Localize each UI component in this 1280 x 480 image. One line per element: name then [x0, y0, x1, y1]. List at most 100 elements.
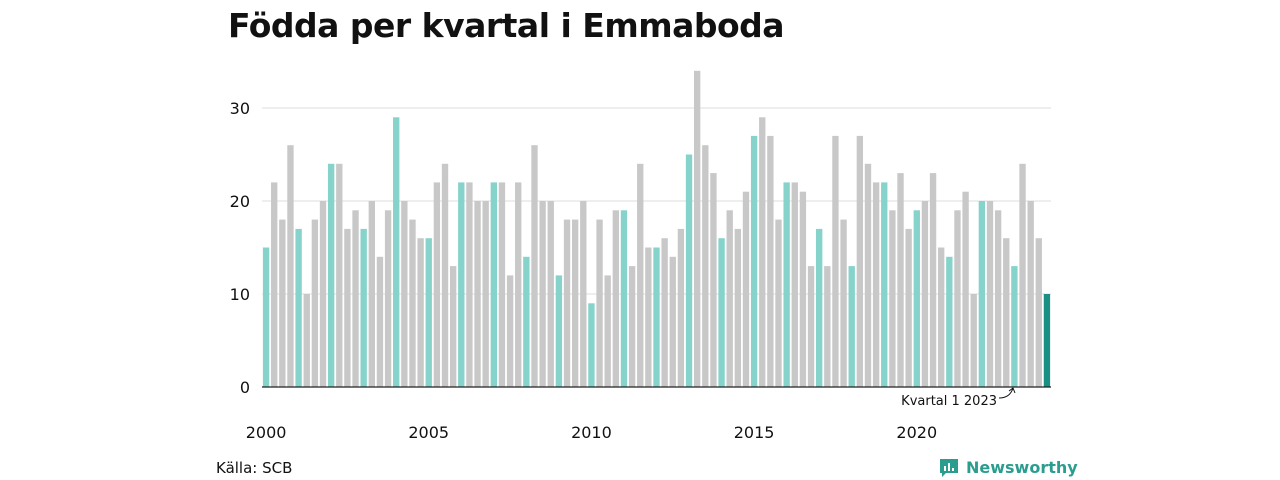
bar	[523, 256, 530, 387]
x-tick-label: 2020	[896, 423, 937, 442]
bar	[677, 228, 685, 387]
x-tick-label: 2000	[246, 423, 287, 442]
bar	[645, 247, 652, 387]
bar	[653, 247, 660, 387]
bar	[271, 182, 278, 387]
bar	[376, 256, 384, 387]
bar	[702, 145, 709, 387]
bar	[287, 145, 294, 387]
brand-logo: Newsworthy	[938, 456, 1078, 478]
bar	[1019, 163, 1026, 387]
bar	[327, 163, 335, 387]
bar	[384, 210, 392, 387]
bar	[807, 266, 815, 387]
brand-name: Newsworthy	[966, 457, 1078, 477]
bar	[929, 173, 937, 387]
bar	[759, 117, 766, 388]
bar	[905, 228, 912, 387]
bar	[978, 201, 986, 387]
bar	[571, 219, 579, 387]
bar	[954, 210, 961, 387]
bar	[1011, 266, 1018, 387]
bar	[946, 256, 953, 387]
bar	[474, 201, 481, 387]
bar	[515, 182, 522, 387]
bar	[864, 163, 872, 387]
bar	[962, 191, 969, 387]
bar	[889, 210, 896, 387]
bar	[620, 210, 628, 387]
bar	[311, 219, 319, 387]
newsworthy-logo-icon	[940, 459, 958, 477]
bar	[921, 201, 929, 387]
bar	[279, 219, 286, 387]
bar	[637, 163, 644, 387]
bar	[433, 182, 441, 387]
bar	[1043, 294, 1051, 387]
bar	[816, 228, 823, 387]
bar	[393, 117, 400, 388]
y-tick-label: 10	[230, 285, 250, 304]
bar	[596, 219, 603, 387]
bar	[498, 182, 506, 387]
bar	[295, 228, 302, 387]
bar	[303, 294, 310, 387]
chart-title: Födda per kvartal i Emmaboda	[228, 6, 785, 45]
y-tick-label: 20	[230, 192, 250, 211]
bar	[848, 266, 855, 387]
bar	[555, 275, 563, 387]
x-tick-label: 2010	[571, 423, 612, 442]
bar	[563, 219, 571, 387]
bar	[791, 182, 798, 387]
bar	[799, 191, 807, 387]
bar	[409, 219, 416, 387]
bar	[588, 303, 595, 387]
bar	[832, 135, 839, 387]
bar	[742, 191, 750, 387]
bar	[856, 135, 864, 387]
bar	[726, 210, 733, 387]
bar	[336, 163, 343, 387]
bar	[1027, 201, 1034, 387]
bar	[458, 182, 465, 387]
bar	[824, 266, 831, 387]
bar	[449, 266, 457, 387]
bar	[1003, 238, 1010, 387]
bar	[970, 294, 977, 387]
x-tick-label: 2005	[408, 423, 449, 442]
source-note: Källa: SCB	[216, 459, 293, 477]
bar	[604, 275, 611, 387]
bar	[352, 210, 359, 387]
bar	[319, 201, 327, 387]
bar	[580, 201, 587, 387]
latest-annotation: Kvartal 1 2023	[901, 387, 1016, 409]
bar	[262, 247, 270, 387]
bar	[767, 135, 774, 387]
x-tick-label: 2015	[734, 423, 775, 442]
bar	[669, 256, 676, 387]
bar	[872, 182, 880, 387]
bar	[913, 210, 920, 387]
bar	[506, 275, 514, 387]
bar	[661, 238, 668, 387]
bar	[547, 201, 554, 387]
bar	[938, 247, 945, 387]
bar	[441, 163, 449, 387]
bar	[360, 228, 367, 387]
bar	[693, 70, 701, 388]
bar	[425, 238, 432, 387]
bar	[734, 228, 742, 387]
bar	[710, 173, 717, 387]
bar	[368, 201, 375, 387]
y-axis-labels: 0 10 20 30	[230, 99, 250, 397]
annotation-label: Kvartal 1 2023	[901, 394, 997, 409]
bar	[490, 182, 497, 387]
bar	[466, 182, 473, 387]
x-axis-labels: 2000 2005 2010 2015 2020	[246, 423, 937, 442]
bar	[401, 201, 408, 387]
bar	[881, 182, 888, 387]
bar	[994, 210, 1002, 387]
bar	[718, 238, 725, 387]
bar	[482, 201, 489, 387]
bar	[986, 201, 994, 387]
